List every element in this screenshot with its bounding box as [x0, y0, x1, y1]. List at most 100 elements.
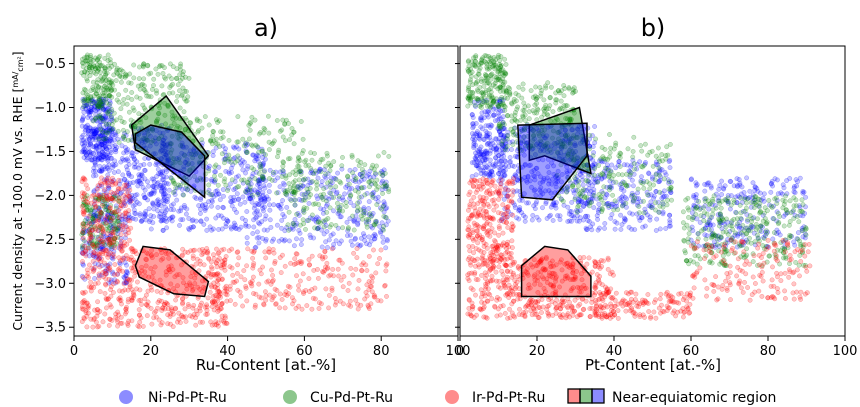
data-point: [95, 299, 101, 305]
data-point: [156, 202, 162, 208]
data-point: [129, 297, 135, 303]
data-point: [117, 205, 123, 211]
data-point: [642, 141, 648, 147]
data-point: [79, 137, 85, 143]
data-point: [566, 86, 572, 92]
data-point: [598, 197, 604, 203]
data-point: [522, 218, 528, 224]
data-point: [515, 104, 521, 110]
data-point: [83, 152, 89, 158]
data-point: [114, 209, 120, 215]
data-point: [98, 114, 103, 120]
data-point: [296, 156, 302, 161]
data-point: [118, 246, 124, 252]
data-point: [312, 285, 318, 291]
data-point: [507, 159, 513, 165]
data-point: [98, 96, 104, 102]
data-point: [124, 129, 130, 135]
data-point: [109, 138, 115, 144]
data-point: [95, 105, 101, 111]
data-point: [487, 64, 493, 70]
data-point: [364, 293, 370, 299]
data-point: [386, 189, 392, 195]
data-point: [291, 141, 297, 147]
data-point: [106, 141, 112, 147]
data-point: [97, 97, 103, 103]
data-point: [90, 258, 96, 264]
data-point: [288, 197, 294, 203]
data-point: [150, 202, 156, 208]
data-point: [219, 226, 225, 232]
data-point: [180, 301, 185, 307]
data-point: [148, 226, 154, 232]
data-point: [477, 133, 483, 139]
data-point: [113, 314, 119, 320]
data-point: [368, 284, 373, 289]
data-point: [611, 207, 617, 213]
data-point: [137, 212, 143, 218]
data-point: [107, 100, 113, 106]
data-point: [166, 187, 172, 193]
data-point: [474, 129, 480, 135]
data-point: [109, 116, 114, 122]
data-point: [219, 276, 225, 282]
data-point: [318, 301, 324, 307]
data-point: [223, 146, 228, 152]
data-point: [99, 175, 104, 181]
data-point: [298, 242, 304, 247]
data-point: [109, 317, 115, 323]
data-point: [522, 214, 528, 220]
data-point: [219, 301, 225, 307]
data-point: [210, 128, 216, 134]
data-point: [342, 191, 348, 197]
data-point: [251, 248, 257, 254]
data-point: [81, 149, 87, 155]
data-point: [98, 97, 104, 103]
data-point: [89, 227, 95, 233]
data-point: [210, 226, 216, 232]
data-point: [81, 104, 86, 110]
data-point: [159, 83, 165, 89]
data-point: [691, 194, 697, 200]
data-point: [772, 176, 778, 182]
data-point: [217, 272, 222, 278]
data-point: [514, 188, 520, 194]
data-point: [274, 222, 280, 228]
data-point: [90, 79, 96, 85]
data-point: [479, 60, 485, 66]
data-point: [212, 177, 218, 183]
data-point: [592, 124, 598, 129]
data-point: [475, 71, 481, 77]
data-point: [88, 107, 94, 113]
data-point: [99, 139, 105, 145]
data-point: [314, 179, 319, 185]
data-point: [91, 87, 96, 92]
data-point: [206, 163, 212, 169]
data-point: [93, 115, 99, 121]
data-point: [221, 160, 227, 166]
data-point: [499, 151, 505, 156]
data-point: [267, 217, 273, 223]
data-point: [382, 170, 388, 176]
data-point: [232, 159, 238, 165]
data-point: [366, 199, 372, 205]
data-point: [250, 255, 256, 261]
data-point: [96, 96, 102, 102]
data-point: [163, 174, 169, 180]
data-point: [541, 97, 547, 103]
data-point: [105, 111, 111, 117]
data-point: [669, 197, 675, 203]
data-point: [358, 185, 364, 191]
data-point: [485, 114, 491, 120]
data-point: [307, 232, 313, 238]
data-point: [256, 220, 261, 226]
data-point: [280, 180, 286, 186]
data-point: [537, 85, 543, 90]
data-point: [139, 217, 145, 223]
data-point: [100, 115, 106, 121]
data-point: [583, 177, 589, 183]
data-point: [479, 56, 485, 62]
data-point: [183, 89, 189, 94]
data-point: [107, 130, 113, 136]
data-point: [118, 159, 124, 165]
